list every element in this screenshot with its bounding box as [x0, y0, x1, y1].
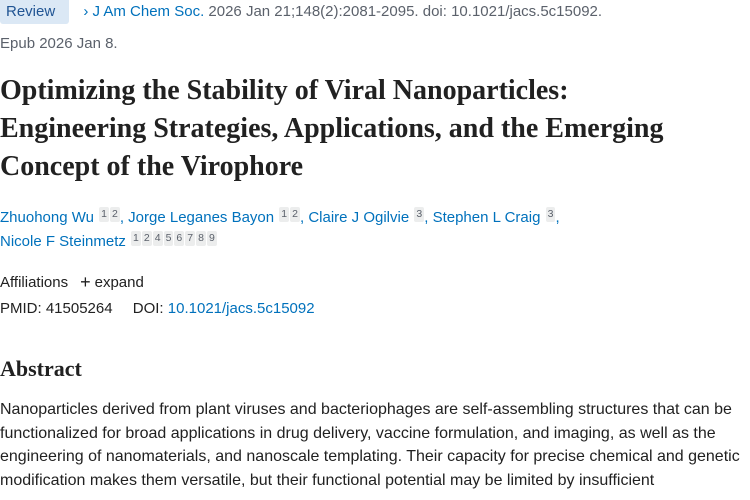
- pmid: 41505264: [45, 300, 113, 317]
- affiliation-ref[interactable]: 7: [185, 231, 196, 246]
- affiliation-ref[interactable]: 2: [109, 207, 120, 222]
- journal[interactable]: J Am Chem Soc.: [92, 3, 205, 20]
- article-title: Optimizing the Stability of Viral Nanopa…: [0, 75, 664, 182]
- citation-line: Review › J Am Chem Soc. 2026 Jan 21;148(…: [0, 0, 603, 24]
- affiliations-label: Affiliations: [0, 274, 69, 291]
- affiliation-ref[interactable]: 5: [163, 231, 174, 246]
- pmid-label: PMID:: [0, 300, 42, 317]
- author-separator: ,: [299, 209, 305, 226]
- affiliation-ref[interactable]: 4: [152, 231, 163, 246]
- doi-label: DOI:: [132, 300, 164, 317]
- abstract-text: Nanoparticles derived from plant viruses…: [0, 401, 740, 489]
- author-name[interactable]: Zhuohong Wu: [0, 209, 94, 226]
- citation: 2026 Jan 21;148(2):2081-2095. doi: 10.10…: [208, 3, 603, 20]
- author-separator: ,: [424, 209, 429, 226]
- publication-type: Review: [0, 0, 70, 24]
- author-name[interactable]: Claire J Ogilvie: [308, 209, 410, 226]
- affiliation-ref[interactable]: 3: [545, 207, 556, 222]
- affiliation-ref[interactable]: 2: [290, 207, 300, 222]
- author-separator: ,: [119, 209, 124, 226]
- abstract-heading: Abstract: [0, 356, 82, 381]
- affiliation-ref[interactable]: 1: [279, 207, 290, 222]
- affiliation-ref[interactable]: 1: [131, 231, 141, 246]
- author-name[interactable]: Nicole F Steinmetz: [0, 233, 126, 250]
- identifiers: PMID: 41505264 DOI: 10.1021/jacs.5c15092: [0, 300, 315, 317]
- chevron: ›: [83, 3, 89, 20]
- affiliation-ref[interactable]: 8: [196, 231, 206, 246]
- affiliations-row: Affiliations + expand: [0, 272, 144, 293]
- author: Claire J Ogilvie 3,: [308, 207, 429, 226]
- affiliation-ref[interactable]: 6: [174, 231, 185, 246]
- journal-link[interactable]: › J Am Chem Soc.: [83, 3, 204, 20]
- author-separator: ,: [555, 209, 560, 226]
- epub-date: Epub 2026 Jan 8.: [0, 35, 118, 52]
- affiliation-ref[interactable]: 3: [414, 207, 425, 222]
- expand-toggle[interactable]: expand: [94, 274, 144, 291]
- author-name[interactable]: Stephen L Craig: [432, 209, 541, 226]
- affiliation-ref[interactable]: 9: [206, 231, 217, 246]
- affiliation-ref[interactable]: 1: [99, 207, 109, 222]
- doi-link[interactable]: 10.1021/jacs.5c15092: [167, 300, 315, 317]
- expand-icon[interactable]: +: [80, 272, 91, 292]
- author-name[interactable]: Jorge Leganes Bayon: [128, 209, 275, 226]
- affiliation-ref[interactable]: 2: [141, 231, 152, 246]
- author: Stephen L Craig 3,: [432, 207, 560, 226]
